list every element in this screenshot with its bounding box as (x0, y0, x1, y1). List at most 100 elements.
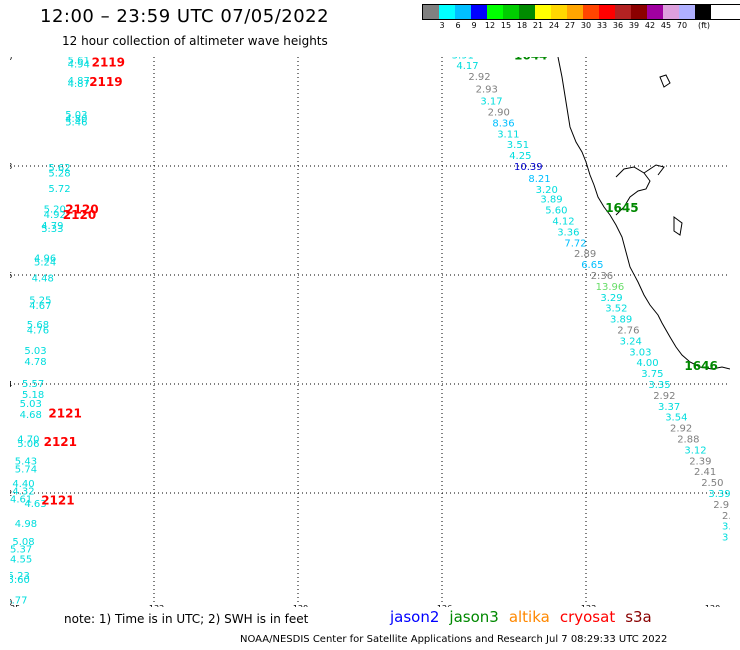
pass-time-label: 2120 (63, 208, 96, 222)
wave-height-value: 2.50 (701, 478, 723, 489)
wave-height-value: 4.68 (20, 410, 42, 421)
footer-note: note: 1) Time is in UTC; 2) SWH is in fe… (64, 612, 309, 626)
wave-height-value: 4.98 (15, 519, 37, 530)
wave-height-value: 3.89 (540, 195, 562, 206)
wave-height-value: 5.06 (17, 439, 39, 450)
wave-height-value: 4.12 (552, 217, 574, 228)
wave-height-value: 5.72 (48, 184, 70, 195)
wave-height-value: 2.92 (653, 391, 675, 402)
legend-swatch (599, 5, 615, 19)
wave-height-value: 7.72 (564, 238, 586, 249)
legend-label: 39 (628, 21, 640, 30)
chart-title: 12:00 – 23:59 UTC 07/05/2022 (40, 6, 330, 27)
wave-height-value: 2.76 (617, 326, 639, 337)
wave-height-value: 4.87 (68, 79, 90, 90)
wave-height-value: 5.74 (15, 464, 37, 475)
wave-height-value: 3.91 (452, 57, 474, 61)
wave-height-value: 5.03 (65, 110, 87, 121)
lat-tick-label: 32 (10, 489, 12, 498)
wave-height-value: 3.3 (722, 522, 730, 533)
wave-height-value: 3.35 (648, 380, 670, 391)
wave-height-map: 40 38 36 34 32 30-135 -132 -129 -126 -123 -120 5.6… (10, 57, 730, 607)
wave-height-value: 4.00 (636, 358, 658, 369)
wave-height-value: 5.08 (12, 537, 34, 548)
wave-height-value: 4.61 (10, 494, 32, 505)
legend-swatch (615, 5, 631, 19)
san-francisco-bay (615, 166, 651, 216)
lat-tick-label: 38 (10, 162, 12, 171)
wave-height-value: 3.89 (610, 315, 632, 326)
lat-tick-label: 36 (10, 271, 12, 280)
legend-label: 9 (471, 21, 477, 30)
wave-height-value: 4.32 (12, 486, 34, 497)
pass-time-label: 1644 (514, 57, 547, 62)
wave-height-value: 5.23 (10, 571, 30, 582)
lon-tick-label: -126 (434, 604, 452, 607)
lat-tick-label: 30 (10, 598, 12, 607)
delta-inlet (643, 164, 665, 176)
legend-swatch (551, 5, 567, 19)
wave-height-value: 5.68 (27, 320, 49, 331)
wave-height-value: 3.24 (620, 336, 642, 347)
pass-time-label: 2120 (65, 203, 98, 217)
pass-time-label: 2121 (48, 406, 81, 420)
wave-height-value: 10.39 (514, 162, 543, 173)
wave-height-value: 3.52 (605, 304, 627, 315)
lat-tick-label: 34 (10, 380, 12, 389)
california-coastline (557, 57, 730, 370)
wave-height-value: 8.21 (528, 174, 550, 185)
legend-swatch (439, 5, 455, 19)
wave-height-value: 3.75 (641, 369, 663, 380)
wave-height-value: 5.03 (24, 346, 46, 357)
wave-height-value: 3.36 (557, 227, 579, 238)
lat-tick-label: 40 (10, 57, 12, 62)
wave-height-value: 4.92 (44, 210, 66, 221)
legend-label: 12 (484, 21, 496, 30)
pass-time-label: 1646 (684, 359, 717, 373)
mission-label-jason2: jason2 (390, 608, 440, 626)
coastline (557, 57, 730, 370)
wave-height-value: 2.93 (476, 85, 498, 96)
wave-height-value: 3.11 (497, 129, 519, 140)
wave-height-value: 5.60 (10, 575, 30, 586)
legend-label: 30 (580, 21, 592, 30)
wave-height-value: 4.76 (27, 326, 49, 337)
color-legend: 3 6 9 12 15 18 21 24 27 30 33 36 39 42 45 70 (ft) (422, 4, 740, 32)
legend-swatch (423, 5, 439, 19)
wave-height-value: 3 (722, 533, 728, 544)
wave-height-value: 3.12 (684, 445, 706, 456)
wave-height-value: 3.17 (480, 97, 502, 108)
legend-swatch (695, 5, 711, 19)
lon-tick-label: -129 (290, 604, 308, 607)
mission-label-jason3: jason3 (449, 608, 499, 626)
wave-height-value: 2.89 (574, 249, 596, 260)
wave-height-value: 5.43 (15, 456, 37, 467)
legend-swatch (471, 5, 487, 19)
legend-label: 45 (660, 21, 672, 30)
mission-label-s3a: s3a (625, 608, 652, 626)
wave-height-value: 2.92 (468, 72, 490, 83)
graticule: 40 38 36 34 32 30-135 -132 -129 -126 -123 -120 (10, 57, 730, 607)
mission-label-cryosat: cryosat (559, 608, 616, 626)
wave-height-value: 5.57 (22, 379, 44, 390)
wave-height-value: 8.36 (492, 118, 514, 129)
wave-height-value: 5.60 (545, 206, 567, 217)
wave-height-value: 4.96 (34, 254, 56, 265)
wave-height-value: 5.62 (48, 163, 70, 174)
wave-height-value: 5.24 (34, 257, 56, 268)
legend-swatch (487, 5, 503, 19)
lon-tick-label: -123 (578, 604, 596, 607)
legend-label: 3 (439, 21, 445, 30)
wave-height-value: 3.51 (507, 140, 529, 151)
legend-label: 18 (516, 21, 528, 30)
wave-height-value: 2.41 (694, 467, 716, 478)
wave-height-value: 3.20 (536, 185, 558, 196)
wave-height-value: 3.39 (708, 489, 730, 500)
pass-time-label: 2121 (41, 494, 74, 508)
wave-height-value: 2.39 (689, 456, 711, 467)
pass-time-label: 1645 (605, 201, 638, 215)
wave-height-value: 4.79 (41, 221, 63, 232)
wave-height-value: 4.48 (32, 274, 54, 285)
legend-swatch (455, 5, 471, 19)
legend-swatch (535, 5, 551, 19)
